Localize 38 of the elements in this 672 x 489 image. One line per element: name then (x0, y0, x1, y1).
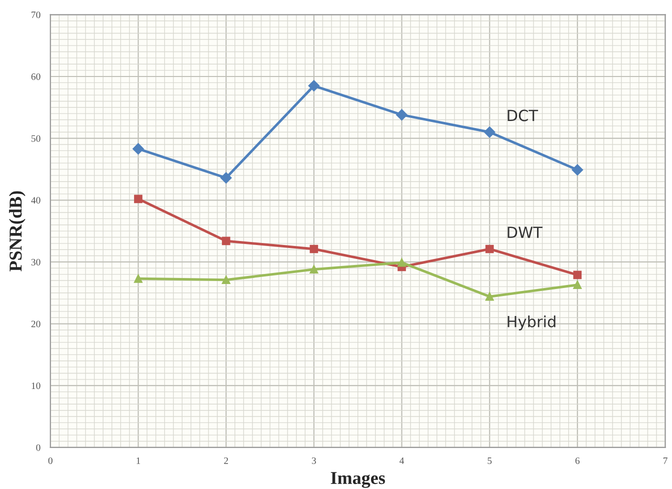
y-tick-label: 20 (31, 320, 40, 328)
series-label: Hybrid (508, 316, 556, 330)
x-tick-label: 1 (136, 457, 140, 464)
y-tick-label: 30 (31, 258, 40, 266)
point (220, 172, 232, 184)
x-tick-label: 6 (575, 457, 580, 464)
point (134, 274, 142, 283)
y-tick-label: 10 (32, 382, 40, 390)
x-tick-label: 0 (48, 457, 52, 464)
x-tick-label: 4 (400, 458, 404, 464)
y-tick-label: 70 (32, 12, 40, 18)
point (308, 80, 320, 92)
x-axis-title: Images (330, 472, 385, 488)
point (222, 236, 230, 246)
point (134, 194, 142, 204)
point (572, 164, 584, 176)
point (396, 109, 408, 120)
point (573, 280, 582, 290)
point (310, 265, 318, 274)
point (485, 292, 494, 301)
y-tick-label: 50 (32, 135, 40, 142)
x-tick-label: 3 (312, 457, 316, 464)
point (573, 270, 582, 280)
x-tick-label: 7 (663, 458, 668, 464)
point (398, 258, 406, 267)
y-tick-label: 40 (31, 197, 40, 204)
point (132, 143, 144, 154)
y-tick-label: 0 (36, 444, 40, 451)
x-tick-label: 5 (488, 458, 492, 464)
y-tick-label: 60 (31, 73, 40, 80)
point (310, 244, 318, 254)
y-axis-title: PSNR(dB) (9, 191, 26, 272)
series-label: DCT (508, 110, 538, 122)
x-tick-label: 2 (224, 457, 228, 464)
series-label: DWT (508, 226, 543, 238)
point (485, 244, 494, 254)
point (222, 276, 230, 284)
point (484, 126, 496, 138)
